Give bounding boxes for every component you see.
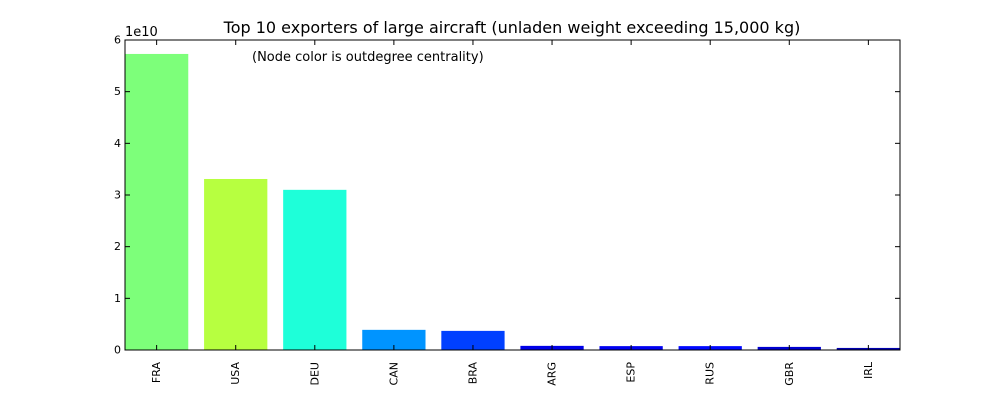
x-tick-label-esp: ESP <box>625 362 638 383</box>
x-tick-label-usa: USA <box>229 362 242 385</box>
x-tick-label-bra: BRA <box>466 362 479 385</box>
bar-deu <box>283 189 347 350</box>
y-tick-label-4: 4 <box>114 137 121 150</box>
x-tick-label-rus: RUS <box>704 362 717 385</box>
x-tick-label-fra: FRA <box>150 362 163 384</box>
bar-usa <box>204 178 268 350</box>
y-tick-label-3: 3 <box>114 189 121 202</box>
bar-bra <box>441 330 505 350</box>
bar-can <box>362 329 426 350</box>
x-tick-label-arg: ARG <box>546 362 559 386</box>
chart-annotation: (Node color is outdegree centrality) <box>252 50 484 65</box>
y-offset-label: 1e10 <box>125 25 158 40</box>
x-tick-label-deu: DEU <box>308 362 321 385</box>
y-tick-label-5: 5 <box>114 85 121 98</box>
bar-fra <box>125 53 189 350</box>
y-tick-label-2: 2 <box>114 240 121 253</box>
chart-title: Top 10 exporters of large aircraft (unla… <box>223 18 801 37</box>
x-tick-label-can: CAN <box>387 362 400 385</box>
x-tick-label-irl: IRL <box>862 361 875 379</box>
y-tick-label-6: 6 <box>114 34 121 47</box>
y-tick-label-0: 0 <box>114 344 121 357</box>
bars-group <box>125 53 900 350</box>
x-tick-label-gbr: GBR <box>783 362 796 386</box>
x-ticks-group: FRA USA DEU CAN BRA ARG ESP RUS GBR IRL <box>150 40 875 386</box>
y-tick-label-1: 1 <box>114 292 121 305</box>
plot-frame <box>124 39 901 351</box>
